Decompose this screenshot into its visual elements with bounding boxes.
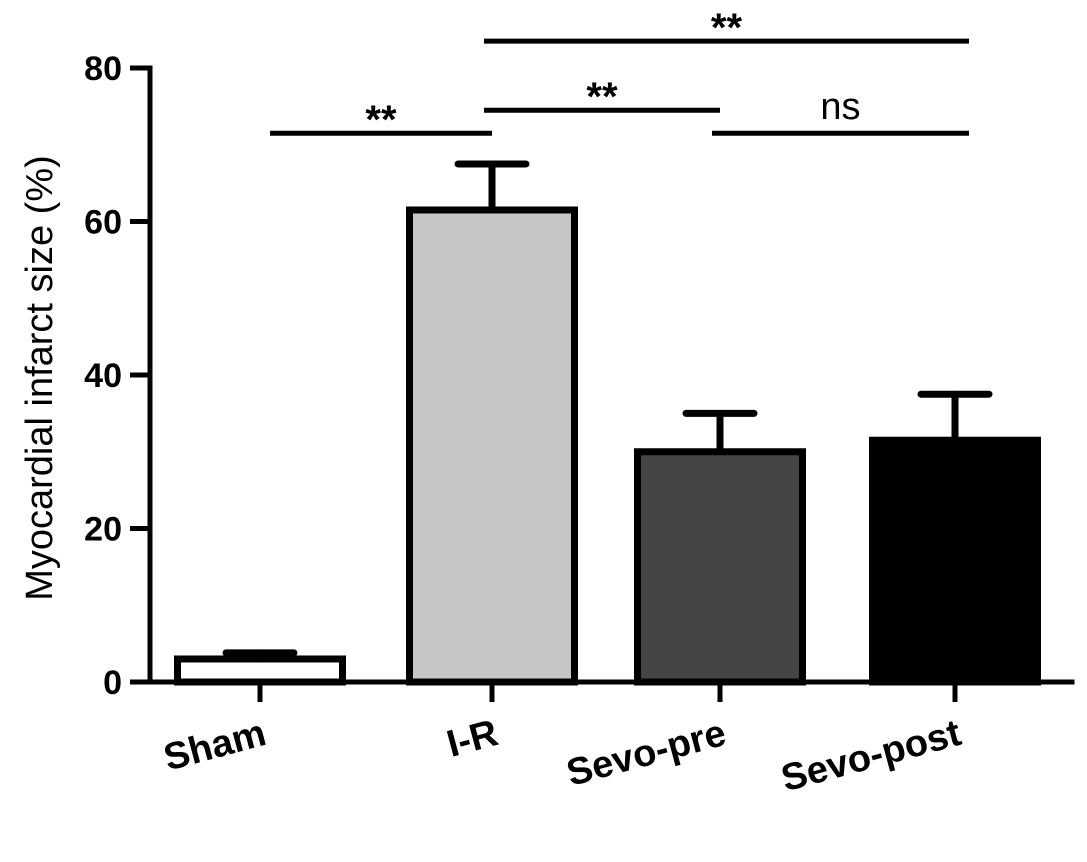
y-axis: 0 20 40 60 80	[84, 50, 153, 702]
bars	[174, 206, 1041, 686]
y-tick-label: 0	[103, 664, 122, 702]
error-bars	[222, 160, 993, 663]
y-tick-label: 80	[84, 50, 122, 88]
significance-label: ns	[820, 86, 860, 128]
significance-label: **	[365, 98, 397, 142]
y-axis-label: Myocardial infarct size (%)	[19, 155, 61, 601]
bar-sevo-post	[869, 436, 1041, 686]
significance-label: **	[711, 6, 743, 50]
y-tick-label: 20	[84, 511, 122, 549]
x-tick-label: Sevo-post	[777, 712, 966, 800]
significance-annotations: ** ** ns **	[270, 6, 969, 142]
x-tick-label: Sham	[160, 712, 271, 779]
y-tick-label: 40	[84, 357, 122, 395]
significance-label: **	[586, 75, 618, 119]
y-tick-label: 60	[84, 204, 122, 242]
x-axis: Sham I-R Sevo-pre Sevo-post	[147, 679, 1075, 800]
x-tick-label: I-R	[443, 712, 503, 766]
bar-sevo-pre	[634, 448, 806, 686]
x-tick-label: Sevo-pre	[562, 712, 730, 795]
bar-i-r	[406, 206, 578, 686]
